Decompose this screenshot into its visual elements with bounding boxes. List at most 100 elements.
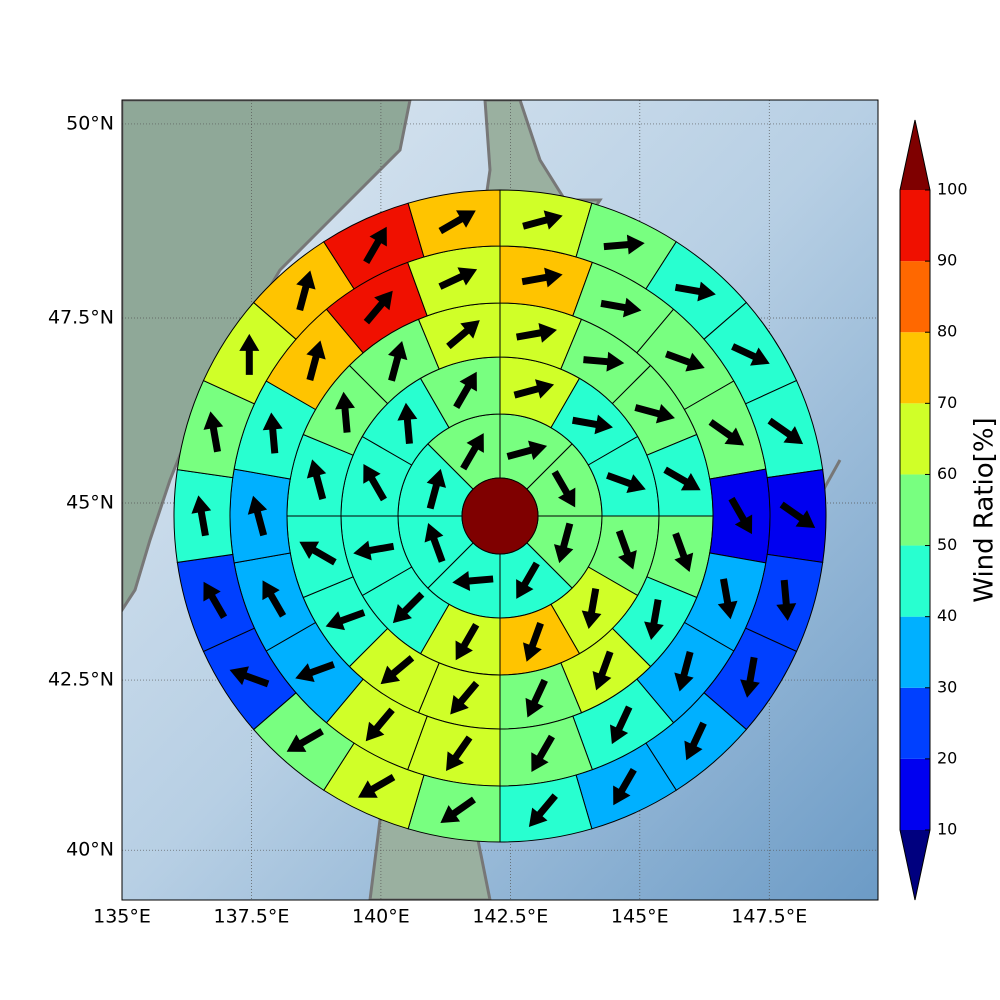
wind-arrow xyxy=(731,343,770,366)
wind-arrow xyxy=(606,472,646,493)
wind-arrow xyxy=(717,578,738,620)
colorbar-bin xyxy=(900,332,930,404)
wind-arrow xyxy=(358,774,396,798)
wind-arrow xyxy=(460,433,484,471)
wind-arrow xyxy=(513,379,555,399)
wind-arrow xyxy=(262,412,283,454)
wind-arrow xyxy=(553,522,574,564)
y-tick-label: 42.5°N xyxy=(48,669,114,691)
wind-arrow xyxy=(779,501,816,529)
wind-arrow xyxy=(740,656,760,698)
colorbar-tick-label: 90 xyxy=(937,251,957,270)
colorbar: 10 20 30 40 50 60 70 80 90 100 xyxy=(899,119,968,901)
wind-arrow xyxy=(665,350,705,372)
colorbar-label: Wind Ratio[%] xyxy=(970,417,1000,602)
wind-arrow xyxy=(353,540,395,561)
wind-arrow xyxy=(674,281,716,302)
wind-arrow xyxy=(203,581,228,620)
colorbar-tick-label: 100 xyxy=(937,180,968,199)
wind-arrow xyxy=(392,591,425,624)
wind-arrow xyxy=(525,678,548,718)
wind-arrow xyxy=(615,529,637,570)
wind-arrow xyxy=(453,371,477,410)
wind-arrow xyxy=(531,734,555,773)
x-tick-label: 135°E xyxy=(93,906,151,928)
wind-arrow xyxy=(521,267,563,288)
colorbar-tick-label: 10 xyxy=(937,820,957,839)
wind-arrow xyxy=(672,532,694,573)
wind-arrow xyxy=(363,290,393,325)
wind-arrow xyxy=(363,464,387,502)
colorbar-bin xyxy=(900,687,930,759)
wind-arrow xyxy=(424,523,446,563)
wind-arrow xyxy=(455,622,480,661)
map-frame xyxy=(121,99,879,901)
colorbar-tick-label: 70 xyxy=(937,393,957,412)
wind-arrow xyxy=(335,391,355,433)
wind-arrow xyxy=(229,666,270,688)
wind-arrow xyxy=(613,767,637,806)
wind-arrow xyxy=(767,417,804,445)
colorbar-bin xyxy=(900,545,930,617)
colorbar-tick-label: 40 xyxy=(937,606,957,625)
wind-arrow xyxy=(438,210,476,235)
wind-arrow xyxy=(438,267,478,290)
x-tick-label: 142.5°E xyxy=(472,906,548,928)
wind-arrow xyxy=(515,323,557,343)
wind-arrow xyxy=(644,599,664,641)
wind-arrow xyxy=(600,297,642,318)
colorbar-tick-label: 80 xyxy=(937,322,957,341)
wind-arrow xyxy=(203,411,224,453)
wind-arrow xyxy=(388,341,408,382)
wind-arrow xyxy=(571,414,613,435)
wind-arrow xyxy=(365,707,395,742)
wind-arrow xyxy=(708,419,745,446)
wind-arrow xyxy=(380,655,415,685)
wind-arrow xyxy=(296,270,316,312)
wind-arrow xyxy=(603,234,645,255)
y-tick-label: 40°N xyxy=(66,839,114,861)
wind-arrow xyxy=(684,721,707,761)
wind-arrow xyxy=(286,728,324,752)
colorbar-tick-label: 20 xyxy=(937,748,957,767)
y-tick-label: 45°N xyxy=(66,491,114,513)
wind-arrow xyxy=(306,459,327,500)
x-tick-label: 147.5°E xyxy=(731,906,807,928)
wind-arrow xyxy=(239,333,260,375)
wind-arrow xyxy=(363,226,387,265)
wind-arrow xyxy=(728,496,753,535)
wind-arrow xyxy=(325,609,366,631)
tick-labels: 135°E 137.5°E 140°E 142.5°E 145°E 147.5°E 40°N… xyxy=(48,112,807,927)
wind-arrows xyxy=(191,210,816,828)
wind-arrow xyxy=(551,470,576,508)
wind-arrow xyxy=(609,705,633,745)
wind-arrow xyxy=(522,210,563,230)
wind-arrow xyxy=(299,541,337,566)
wind-arrow xyxy=(450,680,480,715)
wind-arrow xyxy=(426,468,447,510)
wind-arrow xyxy=(446,735,473,772)
wind-arrow xyxy=(528,793,558,828)
colorbar-bin xyxy=(900,474,930,546)
colorbar-tick-label: 30 xyxy=(937,677,957,696)
wind-arrow xyxy=(516,561,540,599)
y-tick-label: 47.5°N xyxy=(48,306,114,328)
wind-arrow xyxy=(634,404,675,424)
wind-arrow xyxy=(247,495,268,537)
wind-arrow xyxy=(452,571,494,591)
wind-arrow xyxy=(306,340,326,381)
colorbar-tick-label: 50 xyxy=(937,535,957,554)
colorbar-extend-low xyxy=(900,830,930,900)
x-tick-label: 140°E xyxy=(352,906,410,928)
colorbar-bin xyxy=(900,190,930,262)
wind-arrow xyxy=(191,495,212,537)
colorbar-bin xyxy=(900,261,930,333)
center-circle xyxy=(461,477,539,555)
wind-arrow xyxy=(523,622,544,662)
colorbar-bin xyxy=(900,403,930,475)
x-tick-label: 145°E xyxy=(611,906,669,928)
x-tick-label: 137.5°E xyxy=(213,906,289,928)
wind-arrow xyxy=(506,440,548,460)
colorbar-extend-high xyxy=(900,120,930,190)
